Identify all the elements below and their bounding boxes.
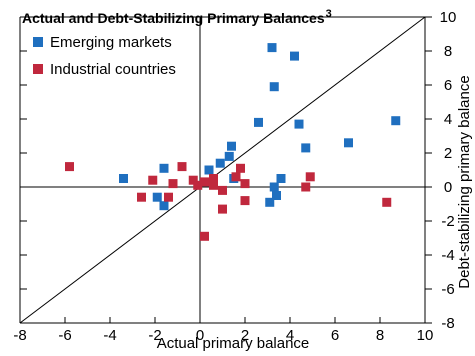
x-tick-label: 10 [417, 327, 434, 344]
plot-frame [19, 16, 426, 324]
industrial-countries-point [240, 196, 250, 206]
forty-five-degree-line [19, 16, 426, 324]
legend: Emerging markets Industrial countries [33, 34, 176, 78]
y-axis-title: Debt-stabilizing primary balance [456, 75, 473, 288]
emerging-markets-point [159, 163, 169, 173]
legend-label: Emerging markets [50, 34, 172, 51]
industrial-countries-point [218, 204, 227, 214]
industrial-countries-point [218, 185, 227, 195]
emerging-markets-point [265, 197, 275, 207]
x-axis-title: Actual primary balance [157, 335, 310, 352]
industrial-countries-point [209, 174, 218, 183]
industrial-countries-point [168, 179, 178, 189]
y-tick-label: -8 [441, 315, 454, 332]
x-tick-label: -6 [58, 327, 71, 344]
industrial-countries-point [236, 163, 245, 173]
industrial-countries-point [305, 172, 315, 182]
industrial-countries-point [164, 192, 173, 202]
industrial-countries-point [301, 182, 311, 192]
emerging-markets-point [152, 192, 162, 202]
y-axis-ticks: -8 -6 -4 -2 0 2 4 6 8 10 [425, 9, 456, 332]
emerging-markets-point [269, 82, 279, 92]
chart-title-group: Actual and Debt-Stabilizing Primary Bala… [22, 8, 332, 26]
emerging-markets-point [290, 51, 299, 61]
y-tick-label: -4 [441, 247, 454, 264]
industrial-countries-point [382, 197, 392, 207]
industrial-countries-point [193, 180, 203, 190]
industrial-countries-point [209, 180, 218, 190]
y-tick-label: 0 [444, 179, 452, 196]
chart-title: Actual and Debt-Stabilizing Primary Bala… [22, 10, 325, 26]
emerging-markets-point [301, 143, 311, 153]
x-tick-label: -2 [148, 327, 161, 344]
x-tick-label: 6 [331, 327, 339, 344]
emerging-markets-point [391, 116, 401, 126]
emerging-markets-point [215, 158, 225, 168]
emerging-markets-point [272, 191, 281, 200]
industrial-countries-point [188, 175, 198, 185]
industrial-countries-point [231, 172, 241, 182]
y-tick-label: -2 [441, 213, 454, 230]
data-points [65, 43, 401, 241]
chart-title-superscript: 3 [326, 8, 332, 20]
x-tick-label: -8 [13, 327, 26, 344]
left-tick-marks [20, 16, 27, 324]
industrial-countries-point [240, 179, 250, 189]
emerging-markets-point [267, 43, 277, 53]
industrial-countries-point [177, 162, 187, 172]
emerging-markets-point [269, 182, 279, 192]
emerging-markets-point [344, 138, 353, 148]
y-tick-label: -6 [441, 281, 454, 298]
x-tick-label: -4 [103, 327, 116, 344]
legend-swatch [33, 64, 43, 74]
emerging-markets-point [254, 117, 263, 127]
emerging-markets-point [159, 201, 169, 211]
x-tick-label: 0 [196, 327, 204, 344]
y-tick-label: 10 [440, 9, 457, 26]
x-tick-label: 4 [286, 327, 294, 344]
x-tick-label: 8 [376, 327, 384, 344]
legend-label: Industrial countries [50, 61, 176, 78]
x-tick-label: 2 [241, 327, 249, 344]
x-axis-ticks: -8 -6 -4 -2 0 2 4 6 8 10 [13, 317, 433, 344]
legend-swatch [33, 37, 43, 47]
emerging-markets-point [119, 174, 128, 183]
y-tick-label: 6 [444, 77, 452, 94]
emerging-markets-point [227, 141, 236, 151]
industrial-countries-point [137, 192, 146, 202]
industrial-countries-point [65, 162, 74, 172]
y-tick-label: 8 [444, 43, 452, 60]
industrial-countries-point [200, 231, 209, 241]
y-tick-label: 4 [444, 111, 452, 128]
emerging-markets-point [294, 119, 304, 129]
emerging-markets-point [224, 151, 234, 161]
industrial-countries-point [200, 177, 209, 187]
emerging-markets-point [204, 165, 214, 175]
industrial-countries-point [148, 175, 158, 185]
emerging-markets-point [276, 174, 286, 183]
y-tick-label: 2 [444, 145, 452, 162]
